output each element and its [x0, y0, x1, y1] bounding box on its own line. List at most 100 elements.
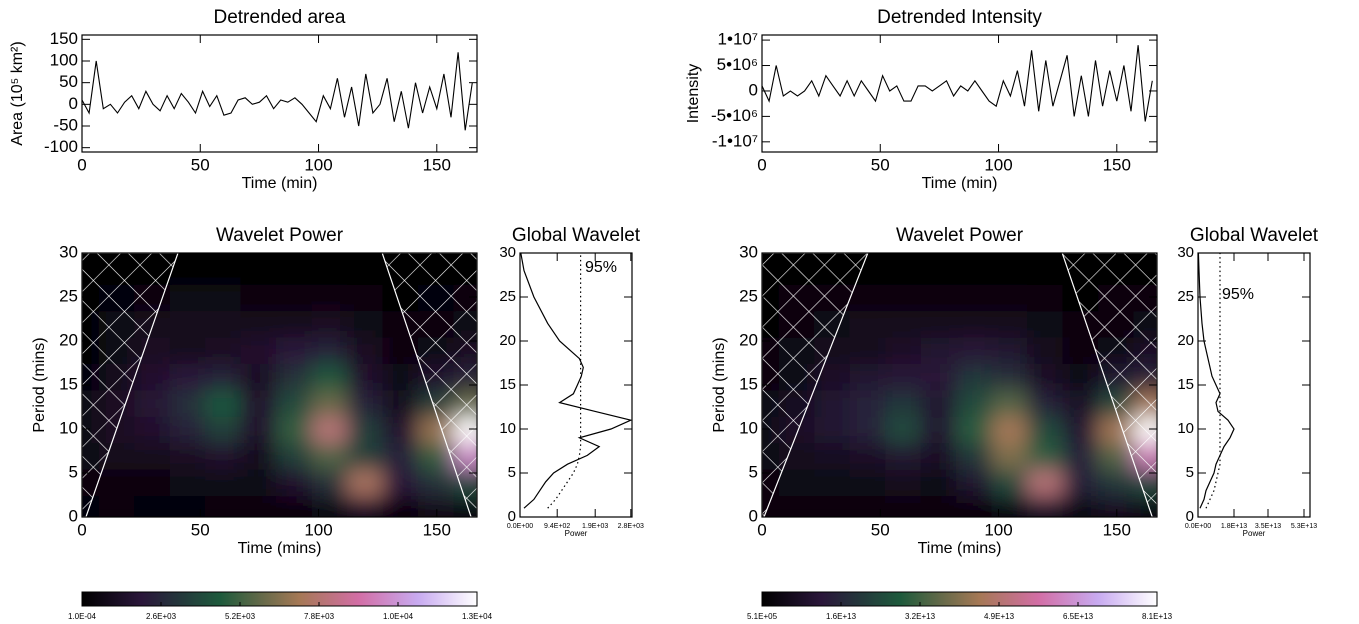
x-tick-label: 100 — [304, 155, 332, 174]
heatmap-cell — [98, 467, 137, 496]
global-wavelet-line — [1197, 252, 1235, 509]
y-tick-label: -100 — [44, 137, 78, 156]
heatmap-cell — [347, 256, 385, 285]
y-tick-label: 0 — [69, 94, 78, 113]
plot-frame — [761, 34, 1158, 153]
heatmap-cell — [205, 388, 243, 417]
heatmap-cell — [814, 441, 852, 470]
colorbar-tick-label: 7.8E+03 — [304, 612, 335, 621]
heatmap-cell — [169, 362, 208, 391]
heatmap-cell — [276, 335, 314, 364]
heatmap-cell — [382, 414, 421, 444]
heatmap-cell — [1027, 467, 1065, 496]
x-axis-label: Time (min) — [922, 175, 998, 192]
x-axis-label: Time (mins) — [238, 540, 322, 557]
y-axis-label: Area (10⁵ km²) — [9, 41, 26, 145]
colorbar-tick-label: 1.3E+04 — [462, 612, 493, 621]
y-axis-label: Period (mins) — [711, 337, 728, 432]
heatmap-cell — [1062, 467, 1101, 496]
x-tick-label: 0.0E+00 — [507, 523, 533, 530]
x-tick-label: 50 — [191, 520, 210, 539]
colorbar-tick-label: 5.2E+03 — [225, 612, 256, 621]
y-tick-label: 15 — [59, 374, 78, 393]
heatmap-cell — [956, 494, 994, 517]
heatmap-cell — [1098, 494, 1136, 517]
heatmap-cell — [311, 388, 350, 417]
y-axis-label: Period (mins) — [31, 337, 48, 432]
y-tick-label: 20 — [59, 330, 78, 349]
heatmap-cell — [240, 494, 279, 517]
heatmap-cell — [956, 335, 994, 364]
heatmap-cell — [311, 282, 350, 312]
y-tick-label: 15 — [739, 374, 758, 393]
heatmap-cell — [134, 414, 172, 444]
heatmap-cell — [205, 256, 243, 285]
x-axis-label: Time (mins) — [918, 540, 1002, 557]
heatmap-cell — [920, 256, 959, 285]
heatmap-cell — [991, 414, 1030, 444]
y-tick-label: -5•10⁶ — [711, 106, 758, 125]
x-tick-label: 100 — [304, 520, 332, 539]
colorbar-tick-label: 5.1E+05 — [747, 612, 778, 621]
heatmap-cell — [1027, 335, 1065, 364]
heatmap-cell — [849, 494, 888, 517]
panel-title: Wavelet Power — [896, 225, 1024, 246]
heatmap-cell — [169, 335, 208, 364]
heatmap-cell — [814, 388, 852, 417]
heatmap-cell — [849, 309, 888, 338]
heatmap-cell — [205, 441, 243, 470]
heatmap-cell — [276, 441, 314, 470]
heatmap-cell — [1027, 362, 1065, 391]
y-tick-label: 0 — [1186, 508, 1194, 525]
series-line — [81, 52, 473, 131]
x-tick-label: 50 — [871, 520, 890, 539]
colorbar-tick-label: 3.2E+13 — [905, 612, 936, 621]
heatmap-cell — [169, 414, 208, 444]
heatmap-cell — [98, 494, 137, 517]
heatmap-cell — [347, 414, 385, 444]
heatmap-cell — [311, 441, 350, 470]
y-tick-label: 0 — [749, 506, 758, 525]
heatmap-cell — [956, 362, 994, 391]
panel-title: Detrended area — [213, 7, 345, 28]
y-tick-label: 30 — [59, 242, 78, 261]
heatmap-cell — [240, 335, 279, 364]
cone-of-influence — [1061, 253, 1157, 517]
heatmap-cell — [885, 282, 923, 312]
y-tick-label: -1•10⁷ — [712, 131, 758, 150]
heatmap-cell — [1062, 441, 1101, 470]
x-tick-label: 3.5E+13 — [1255, 523, 1281, 530]
heatmap-cell — [347, 309, 385, 338]
heatmap-cell — [240, 256, 279, 285]
heatmap-cell — [347, 494, 385, 517]
y-tick-label: 15 — [1177, 376, 1194, 393]
heatmap-cell — [276, 388, 314, 417]
y-tick-label: 5•10⁶ — [717, 55, 758, 74]
y-tick-label: 10 — [59, 418, 78, 437]
heatmap-cell — [240, 441, 279, 470]
heatmap-cell — [1027, 441, 1065, 470]
heatmap-cell — [920, 335, 959, 364]
heatmap-cell — [205, 335, 243, 364]
heatmap-cell — [240, 388, 279, 417]
heatmap-cell — [311, 256, 350, 285]
x-tick-label: 5.3E+13 — [1291, 523, 1317, 530]
cone-of-influence — [381, 253, 477, 517]
heatmap-cell — [276, 309, 314, 338]
y-tick-label: 10 — [499, 420, 516, 437]
global-wavelet-line — [547, 253, 582, 509]
heatmap-cell — [311, 309, 350, 338]
heatmap-cell — [276, 282, 314, 312]
heatmap-cells — [82, 256, 477, 517]
heatmap-cell — [311, 414, 350, 444]
x-tick-label: 50 — [871, 155, 890, 174]
annotation: 95% — [1222, 286, 1254, 303]
y-tick-label: 5 — [69, 462, 78, 481]
heatmap-cell — [276, 494, 314, 517]
heatmap-cell — [1062, 494, 1101, 517]
y-tick-label: 25 — [499, 288, 516, 305]
heatmap-cell — [418, 467, 456, 496]
heatmap-cell — [956, 309, 994, 338]
heatmap-cell — [240, 362, 279, 391]
